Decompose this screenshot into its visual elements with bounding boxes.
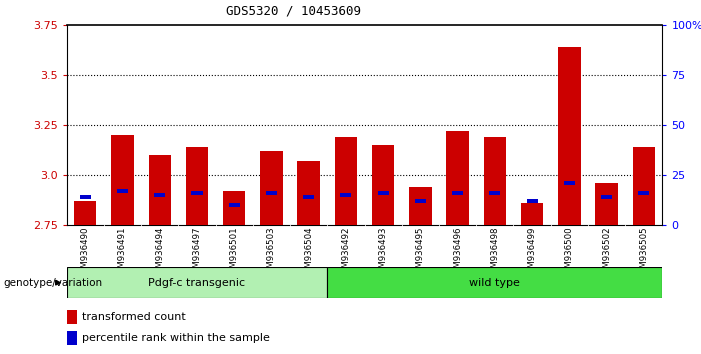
Bar	[372, 145, 394, 225]
Bar	[564, 181, 575, 184]
Text: Pdgf-c transgenic: Pdgf-c transgenic	[149, 278, 245, 288]
Bar	[149, 155, 171, 225]
Bar	[521, 203, 543, 225]
Bar	[484, 137, 506, 225]
Bar	[409, 187, 432, 225]
Bar	[154, 193, 165, 196]
Bar	[260, 151, 283, 225]
Bar	[117, 189, 128, 193]
Bar	[80, 195, 91, 199]
Bar	[601, 195, 612, 199]
Text: transformed count: transformed count	[82, 312, 186, 322]
Text: GSM936497: GSM936497	[193, 227, 201, 279]
Text: GSM936500: GSM936500	[565, 227, 574, 279]
Bar	[526, 199, 538, 202]
Bar	[186, 147, 208, 225]
Text: GSM936498: GSM936498	[491, 227, 499, 279]
Text: GSM936494: GSM936494	[155, 227, 164, 279]
Bar	[67, 267, 327, 298]
Text: GSM936490: GSM936490	[81, 227, 90, 279]
Bar	[595, 183, 618, 225]
Bar	[335, 137, 357, 225]
Text: GSM936501: GSM936501	[230, 227, 238, 279]
Text: wild type: wild type	[470, 278, 520, 288]
Text: GSM936491: GSM936491	[118, 227, 127, 279]
Text: GSM936493: GSM936493	[379, 227, 388, 279]
Bar	[415, 199, 426, 202]
Bar	[447, 131, 469, 225]
Bar	[67, 310, 77, 324]
Bar	[452, 191, 463, 195]
Bar	[74, 201, 97, 225]
Text: genotype/variation: genotype/variation	[4, 278, 102, 288]
Bar	[632, 147, 655, 225]
Bar	[223, 191, 245, 225]
Text: GSM936504: GSM936504	[304, 227, 313, 279]
Text: GSM936499: GSM936499	[528, 227, 536, 279]
Bar	[558, 47, 580, 225]
Bar	[229, 203, 240, 207]
Text: GDS5320 / 10453609: GDS5320 / 10453609	[226, 5, 360, 18]
Bar	[67, 331, 77, 345]
Text: GSM936502: GSM936502	[602, 227, 611, 279]
Text: GSM936496: GSM936496	[453, 227, 462, 279]
Bar	[297, 161, 320, 225]
Bar	[111, 135, 134, 225]
Bar	[191, 191, 203, 195]
Bar	[266, 191, 277, 195]
Text: GSM936492: GSM936492	[341, 227, 350, 279]
Bar	[340, 193, 351, 196]
Text: percentile rank within the sample: percentile rank within the sample	[82, 333, 270, 343]
Text: GSM936495: GSM936495	[416, 227, 425, 279]
Bar	[327, 267, 662, 298]
Text: GSM936505: GSM936505	[639, 227, 648, 279]
Bar	[638, 191, 649, 195]
Text: GSM936503: GSM936503	[267, 227, 276, 279]
Bar	[303, 195, 314, 199]
Bar	[489, 191, 501, 195]
Bar	[378, 191, 389, 195]
